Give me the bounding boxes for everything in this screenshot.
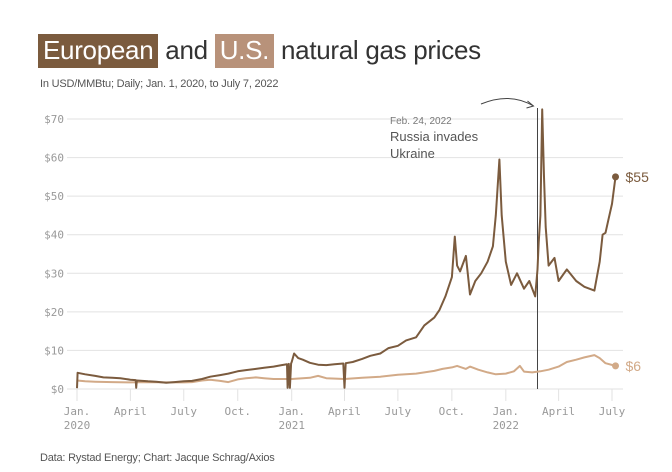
- x-tick-label: Jan.: [493, 405, 520, 418]
- x-tick-label: Oct.: [439, 405, 466, 418]
- european-end-label: $55: [626, 169, 650, 185]
- x-tick-year: 2020: [64, 419, 91, 432]
- x-tick-label: July: [599, 405, 626, 418]
- grid-lines: [67, 118, 623, 390]
- x-tick-label: April: [328, 405, 361, 418]
- x-tick-label: Jan.: [278, 405, 305, 418]
- y-axis: $0 $10 $20 $30 $40 $50 $60 $70: [44, 113, 64, 396]
- y-tick-label: $40: [44, 229, 64, 242]
- y-tick-label: $50: [44, 190, 64, 203]
- us-price-line: [76, 354, 616, 384]
- x-tick-label: April: [114, 405, 147, 418]
- x-tick-year: 2022: [493, 419, 520, 432]
- us-end-label: $6: [626, 358, 642, 374]
- y-tick-label: $20: [44, 306, 64, 319]
- title-and: and: [158, 35, 215, 65]
- european-end-point: [612, 173, 620, 181]
- us-end-point: [612, 362, 620, 370]
- chart-title: European and U.S. natural gas prices: [38, 32, 481, 68]
- x-tick-label: April: [542, 405, 575, 418]
- annotation-arrowhead-icon: [526, 100, 535, 109]
- x-tick-label: July: [171, 405, 198, 418]
- y-tick-label: $30: [44, 267, 64, 280]
- title-rest: natural gas prices: [274, 35, 481, 65]
- x-tick-label: Jan.: [64, 405, 91, 418]
- annotation-text-line1: Russia invades: [390, 129, 479, 144]
- annotation-date: Feb. 24, 2022: [390, 116, 452, 127]
- source-credit: Data: Rystad Energy; Chart: Jacque Schra…: [40, 452, 275, 464]
- y-tick-label: $0: [51, 383, 64, 396]
- title-european-highlight: European: [38, 34, 159, 68]
- european-price-line: [76, 108, 617, 389]
- y-tick-label: $70: [44, 113, 64, 126]
- annotation: Feb. 24, 2022 Russia invades Ukraine: [390, 98, 538, 389]
- y-tick-label: $60: [44, 152, 64, 165]
- x-tick-year: 2021: [278, 419, 305, 432]
- y-tick-label: $10: [44, 344, 64, 357]
- chart-subtitle: In USD/MMBtu; Daily; Jan. 1, 2020, to Ju…: [40, 78, 279, 90]
- x-tick-label: Oct.: [224, 405, 251, 418]
- title-us-highlight: U.S.: [214, 34, 275, 68]
- annotation-arrow: [480, 98, 534, 107]
- annotation-text-line2: Ukraine: [390, 146, 435, 161]
- series-lines: $6 $55: [76, 108, 650, 389]
- x-tick-label: July: [385, 405, 412, 418]
